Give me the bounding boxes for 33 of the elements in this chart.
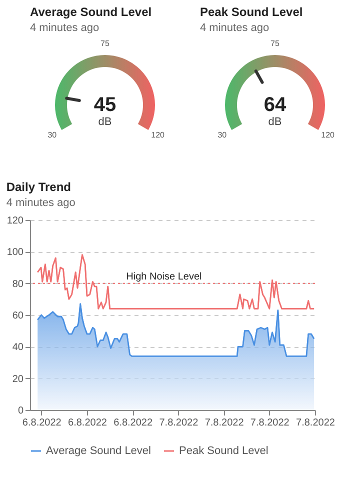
text: 120 [151,130,166,140]
ref-line-label: High Noise Level [126,271,202,282]
x-tick-label: 7.8.2022 [250,418,290,428]
y-tick-label: 80 [12,278,24,290]
data-label: 64 [264,94,287,116]
text: Peak Sound Level [200,5,303,19]
text: 30 [218,130,228,140]
y-tick-label: 100 [6,247,24,258]
y-tick-label: 0 [18,406,24,416]
text: dB [98,116,112,128]
x-tick-label: 6.8.2022 [114,418,153,428]
x-tick-label: 7.8.2022 [159,418,199,428]
text: 75 [270,39,280,48]
y-tick-label: 20 [12,374,24,385]
x-tick-label: 6.8.2022 [68,418,108,428]
x-tick-label: 6.8.2022 [22,418,62,428]
y-tick-label: 40 [12,342,24,354]
text: 4 minutes ago [200,22,270,34]
text: 30 [48,130,58,140]
data-label: 45 [94,94,116,116]
chart-subtitle: 4 minutes ago [6,197,76,209]
text: 75 [100,39,110,48]
text: 120 [321,130,336,140]
text: 4 minutes ago [30,22,100,34]
legend-label: Average Sound Level [46,445,151,457]
x-tick-label: 7.8.2022 [204,418,244,428]
text: Average Sound Level [30,5,152,19]
text: dB [268,116,282,128]
x-tick-label: 7.8.2022 [296,418,336,428]
legend-label: Peak Sound Level [179,445,268,457]
y-tick-label: 120 [6,216,24,226]
y-tick-label: 60 [12,310,24,322]
chart-title: Daily Trend [6,180,72,194]
